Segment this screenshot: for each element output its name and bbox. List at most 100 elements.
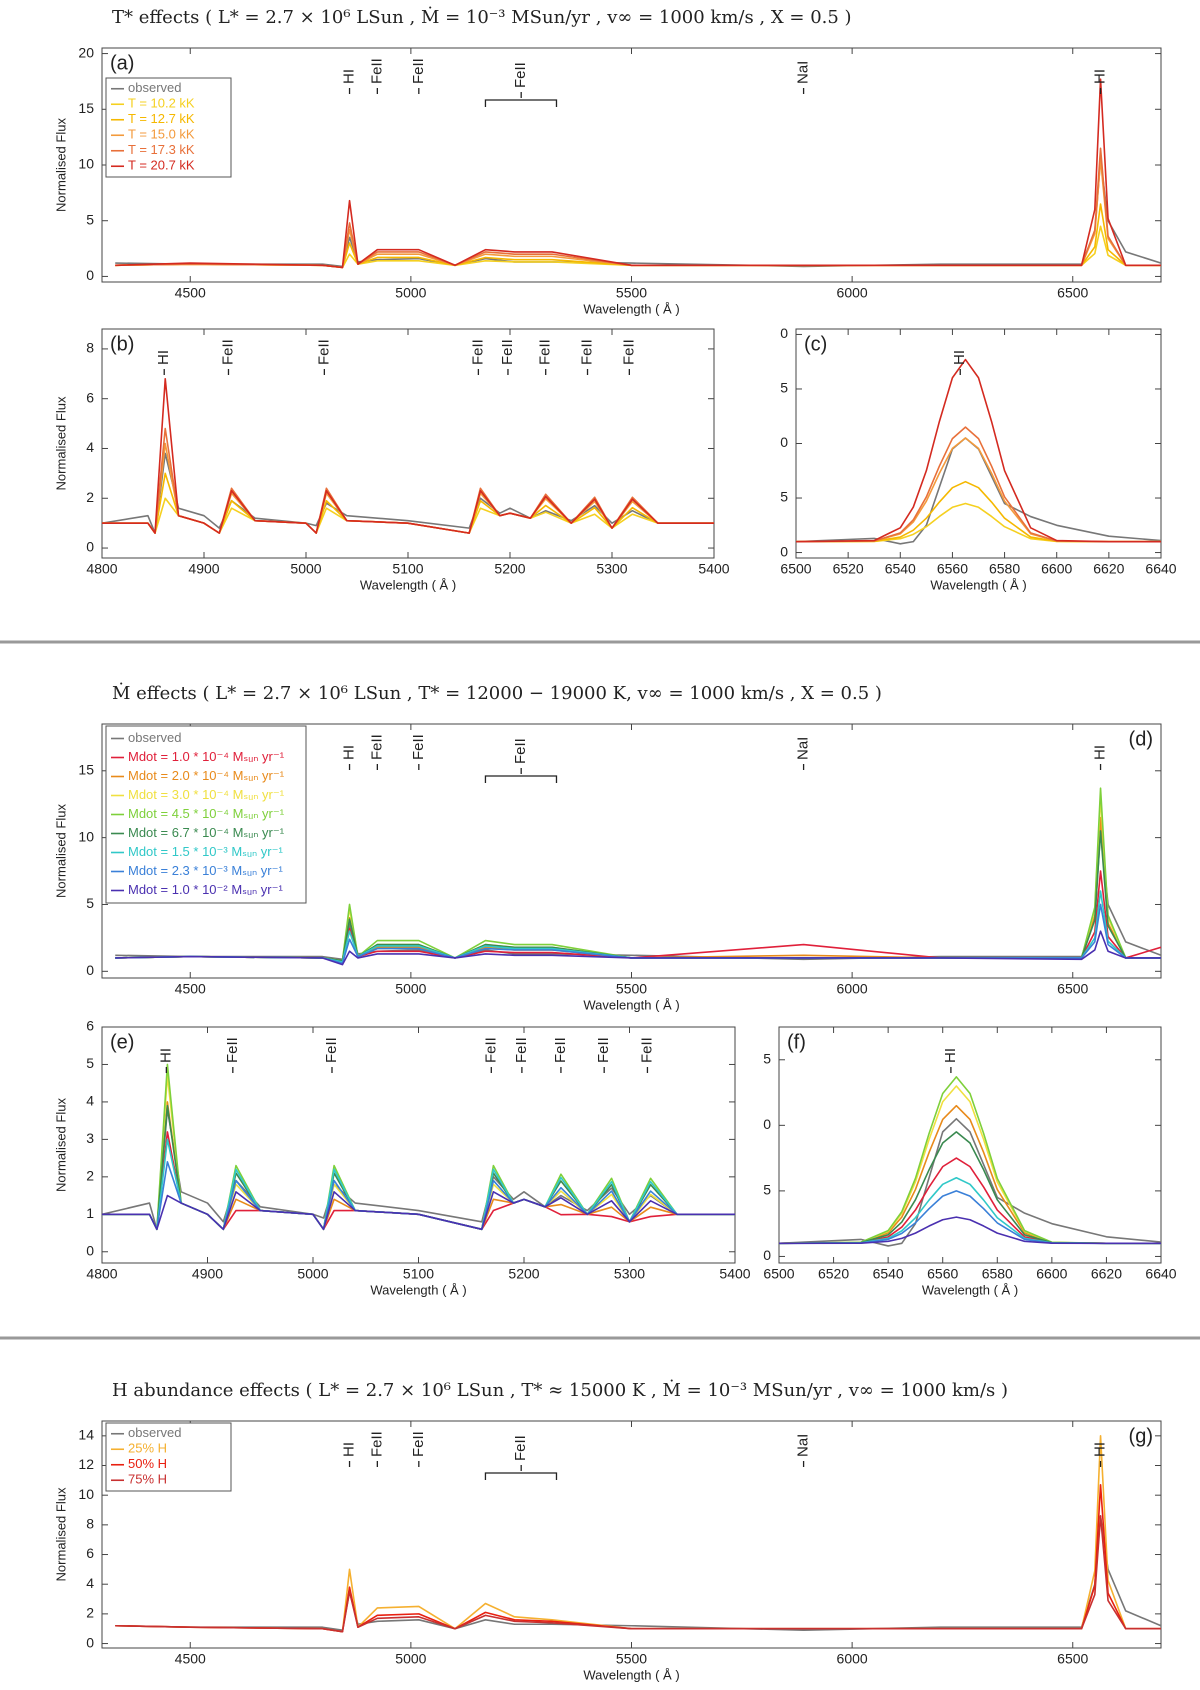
legend-entry: Mdot = 2.3 * 10⁻³ Mₛᵤₙ yr⁻¹ [128,863,283,878]
spectrum-line [796,480,1161,543]
spectrum-line [779,1117,1161,1247]
legend-box [105,77,232,178]
spectrum-line [796,437,1161,543]
x-tick-label: 4900 [188,561,219,577]
spectrum-line [115,903,1161,965]
spectrum-line [115,1515,1161,1633]
x-tick-label: 6580 [982,1266,1013,1282]
line-id: FeII [410,58,427,84]
y-tick-label: 2 [86,1605,94,1621]
x-tick-label: 5400 [719,1266,750,1282]
panel: 4800 4900 5000 5100 5200 5300 5400 0 1 2 3 4 5 6 Wavel… [53,1018,750,1298]
x-tick-label: 6500 [780,561,811,577]
legend-entry: observed [128,730,181,745]
panel: 6500 6520 6540 6560 6580 6600 6620 6640 0 5 0 5 0 Wav… [780,325,1177,592]
legend-box [105,1422,232,1492]
spectrum-line [115,1483,1161,1633]
spectrum-line [102,472,714,534]
line-id: FeII [512,62,529,88]
bracket [484,1472,558,1480]
legend-entry: Mdot = 3.0 * 10⁻⁴ Mₛᵤₙ yr⁻¹ [128,787,285,802]
panel-label: (c) [804,333,827,355]
y-tick-label: 14 [78,1427,94,1443]
legend-entry: T = 10.2 kK [128,96,195,111]
y-tick-label: 5 [780,380,788,396]
y-tick-label: 0 [763,1116,771,1132]
y-tick-label: 0 [780,543,788,559]
x-tick-label: 5200 [494,561,525,577]
y-tick-label: 8 [86,340,94,356]
line-id: NaI [795,737,812,760]
y-tick-label: 0 [780,325,788,341]
line-id: FeII [368,734,385,760]
y-tick-label: 0 [763,1247,771,1263]
legend-entry: 25% H [128,1441,167,1456]
line-id: FeII [513,1037,530,1063]
line-id: FeII [552,1037,569,1063]
x-tick-label: 6560 [927,1266,958,1282]
line-id: FeII [499,339,516,365]
y-tick-label: 5 [86,211,94,227]
line-id: HI [951,350,968,365]
x-tick-label: 6600 [1041,561,1072,577]
y-tick-label: 4 [86,1093,94,1109]
bracket [484,775,558,783]
plot-frame [101,1420,1162,1649]
x-tick-label: 4800 [86,561,117,577]
x-tick-label: 6000 [837,1651,868,1667]
legend-entry: 50% H [128,1456,167,1471]
x-tick-label: 5000 [395,285,426,301]
panel-title: H abundance effects ( L* = 2.7 × 10⁶ LSu… [112,1378,1008,1401]
x-tick-label: 5400 [698,561,729,577]
series-group [779,1076,1161,1247]
x-axis-label: Wavelength ( Å ) [583,301,679,316]
panel: Ṁ effects ( L* = 2.7 × 10⁶ LSun , T* = 1… [53,681,1162,1012]
line-id: FeII [368,58,385,84]
spectrum-line [779,1157,1161,1245]
spectrum-line [115,830,1161,962]
panel: 6500 6520 6540 6560 6580 6600 6620 6640 0 5 0 5 Wave… [763,1026,1177,1297]
y-axis-label: Normalised Flux [53,118,68,212]
x-tick-label: 6500 [1057,285,1088,301]
legend-entry: Mdot = 6.7 * 10⁻⁴ Mₛᵤₙ yr⁻¹ [128,825,285,840]
series-group [796,358,1161,545]
x-tick-label: 6640 [1145,1266,1176,1282]
x-tick-label: 6620 [1091,1266,1122,1282]
y-tick-label: 15 [78,100,94,116]
line-id: HI [1092,69,1109,84]
legend-entry: T = 12.7 kK [128,111,195,126]
x-tick-label: 5300 [614,1266,645,1282]
spectrum-line [796,437,1161,545]
panel-label: (g) [1129,1425,1153,1447]
x-tick-label: 5500 [616,981,647,997]
spectrum-line [115,787,1161,962]
y-tick-label: 10 [78,1486,94,1502]
y-axis-label: Normalised Flux [53,804,68,898]
x-tick-label: 4500 [175,981,206,997]
plot-frame [778,1026,1162,1264]
x-tick-label: 6540 [873,1266,904,1282]
y-tick-label: 12 [78,1456,94,1472]
x-tick-label: 5300 [596,561,627,577]
spectrum-line [796,358,1161,543]
legend-entry: observed [128,80,181,95]
x-axis-label: Wavelength ( Å ) [930,577,1026,592]
panel: H abundance effects ( L* = 2.7 × 10⁶ LSu… [53,1378,1162,1682]
y-tick-label: 1 [86,1205,94,1221]
legend-entry: T = 20.7 kK [128,158,195,173]
x-tick-label: 6000 [837,981,868,997]
x-tick-label: 4900 [192,1266,223,1282]
y-tick-label: 6 [86,389,94,405]
spectrum-line [779,1131,1161,1245]
line-id: HI [341,745,358,760]
panel-title: Ṁ effects ( L* = 2.7 × 10⁶ LSun , T* = 1… [112,681,882,704]
x-tick-label: 5000 [297,1266,328,1282]
line-id: FeII [323,1037,340,1063]
y-tick-label: 10 [78,156,94,172]
spectrum-line [115,1435,1161,1633]
y-tick-label: 5 [86,895,94,911]
line-id: HI [341,1442,358,1457]
y-axis-label: Normalised Flux [53,1098,68,1192]
x-tick-label: 6620 [1093,561,1124,577]
